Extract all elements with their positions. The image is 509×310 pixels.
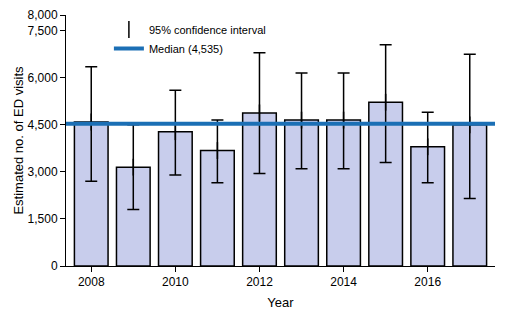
svg-text:3,000: 3,000	[28, 165, 58, 179]
svg-text:4,500: 4,500	[28, 118, 58, 132]
svg-text:8,000: 8,000	[28, 8, 58, 22]
svg-text:2008: 2008	[78, 275, 105, 289]
svg-text:2016: 2016	[414, 275, 441, 289]
svg-text:2010: 2010	[162, 275, 189, 289]
svg-text:Year: Year	[267, 295, 294, 310]
svg-text:7,500: 7,500	[28, 24, 58, 38]
svg-text:95% confidence interval: 95% confidence interval	[149, 24, 266, 36]
svg-text:2012: 2012	[246, 275, 273, 289]
svg-text:6,000: 6,000	[28, 71, 58, 85]
svg-text:2014: 2014	[330, 275, 357, 289]
svg-text:Estimated no. of ED visits: Estimated no. of ED visits	[11, 66, 26, 215]
svg-text:1,500: 1,500	[28, 212, 58, 226]
svg-text:Median (4,535): Median (4,535)	[149, 43, 223, 55]
svg-text:0: 0	[51, 259, 58, 273]
